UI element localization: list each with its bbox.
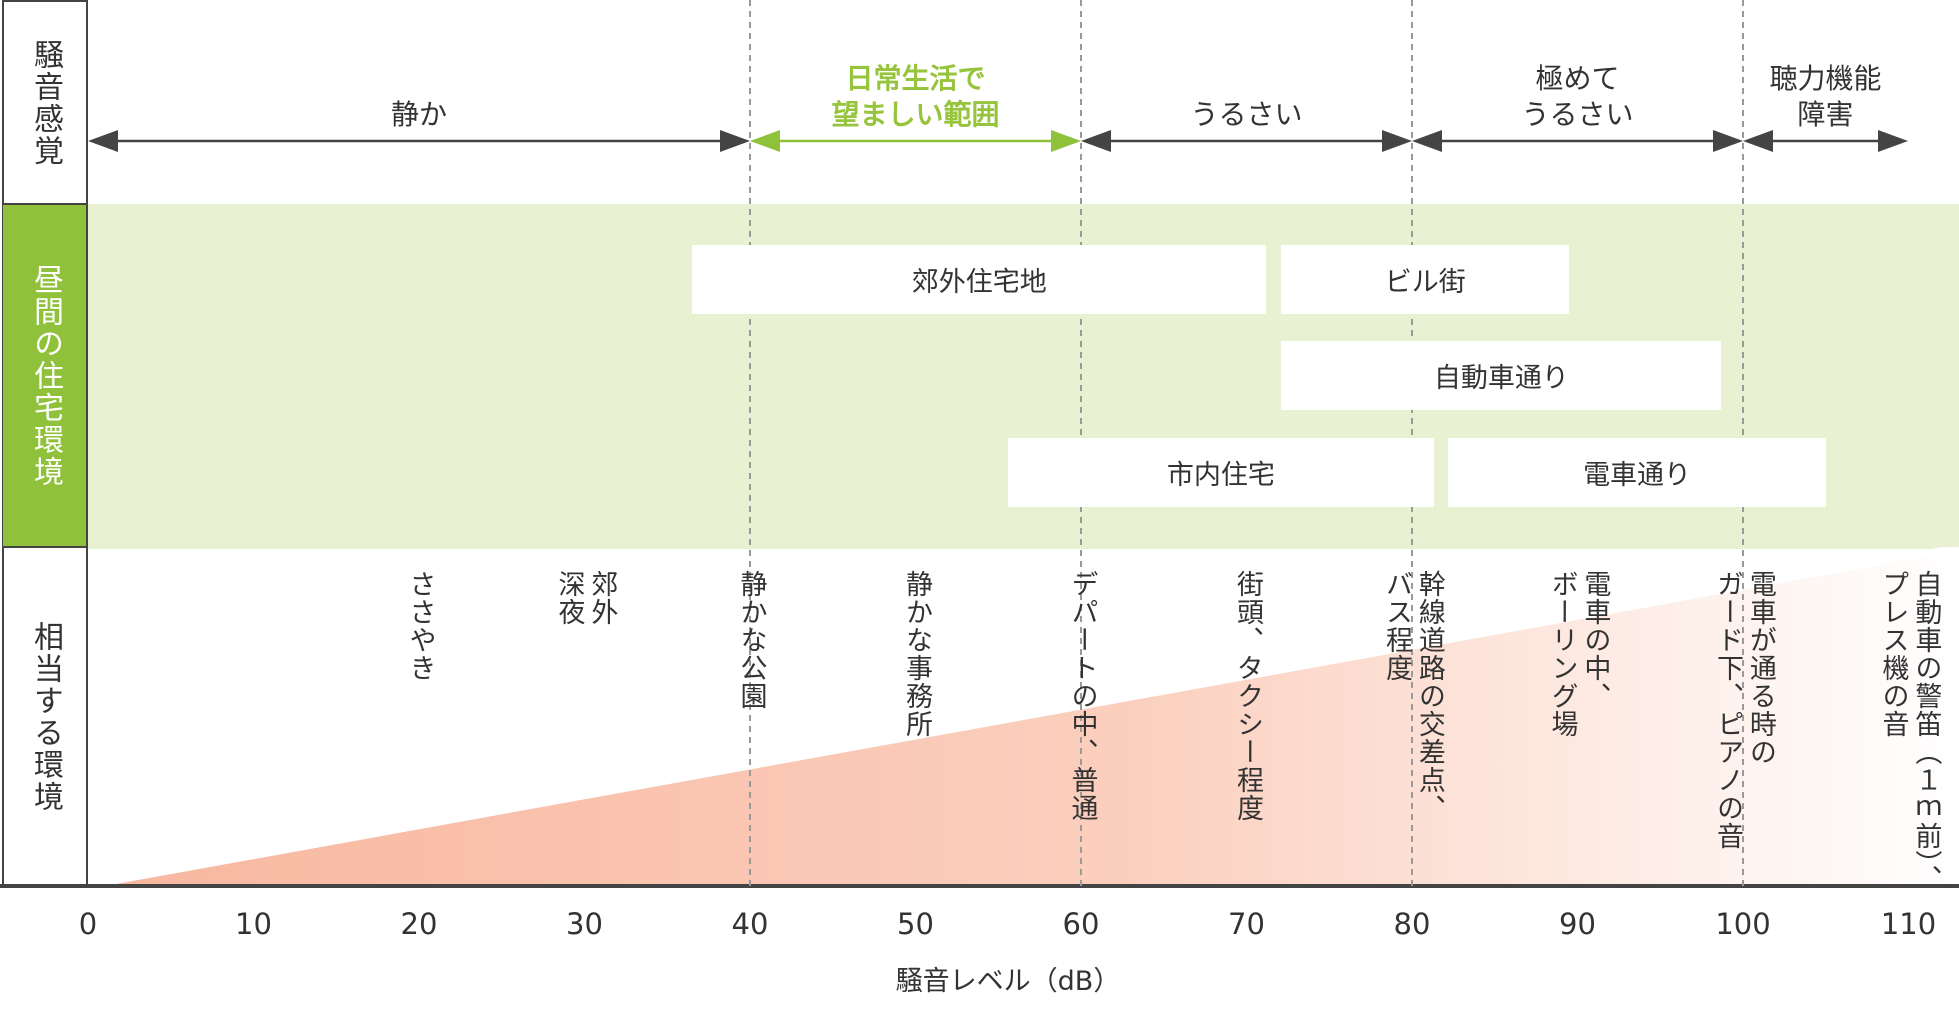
tick-label-20: 20 [401,907,438,941]
tick-label-30: 30 [566,907,603,941]
residential-box-1: ビル街 [1281,245,1570,314]
tick-label-80: 80 [1394,907,1431,941]
feeling-arrow-2 [1081,130,1412,152]
feeling-label-1: 日常生活で望ましい範囲 [831,62,999,131]
environment-label-40: 静かな公園 [735,570,767,710]
environment-label-90: 電車の中、 ボーリング場 [1546,570,1611,738]
feeling-label-2: うるさい [1190,98,1302,131]
tick-label-100: 100 [1715,907,1770,941]
environment-label-110: 自動車の警笛（１ｍ前）、 プレス機の音 [1877,570,1942,893]
residential-box-0: 郊外住宅地 [692,245,1267,314]
tick-label-0: 0 [79,907,97,941]
residential-box-4: 電車通り [1448,438,1826,507]
residential-box-2: 自動車通り [1281,341,1722,410]
residential-box-3: 市内住宅 [1008,438,1434,507]
environment-label-60: デパートの中、普通 [1066,570,1098,822]
feeling-arrow-4 [1743,130,1908,152]
feeling-arrow-0 [88,130,750,152]
feeling-arrow-3 [1412,130,1743,152]
feeling-label-4: 聴力機能障害 [1769,62,1881,131]
environment-label-30: 郊外 深夜 [553,570,618,626]
row-label-noise-feeling: 騒音感覚 [28,39,63,167]
environment-label-70: 街頭、タクシー程度 [1231,570,1263,822]
tick-label-110: 110 [1881,907,1936,941]
noise-gradient-wedge [105,551,1959,886]
environment-label-20: ささやき [404,570,436,682]
tick-label-70: 70 [1228,907,1265,941]
environment-label-80: 幹線道路の交差点、 バス程度 [1380,570,1445,822]
row-label-equivalent-environment: 相当する環境 [28,621,63,813]
feeling-arrow-1 [750,130,1081,152]
feeling-label-0: 静か [391,98,447,131]
feeling-label-3: 極めてうるさい [1521,62,1633,131]
tick-label-60: 60 [1063,907,1100,941]
x-axis-title: 騒音レベル（dB） [896,966,1121,997]
tick-label-50: 50 [897,907,934,941]
tick-label-10: 10 [235,907,272,941]
row-label-daytime-residential: 昼間の住宅環境 [28,264,63,488]
tick-label-90: 90 [1559,907,1596,941]
residential-label-cell [3,204,87,547]
environment-label-100: 電車が通る時の ガード下、ピアノの音 [1711,570,1776,850]
environment-label-50: 静かな事務所 [900,570,932,738]
tick-label-40: 40 [732,907,769,941]
